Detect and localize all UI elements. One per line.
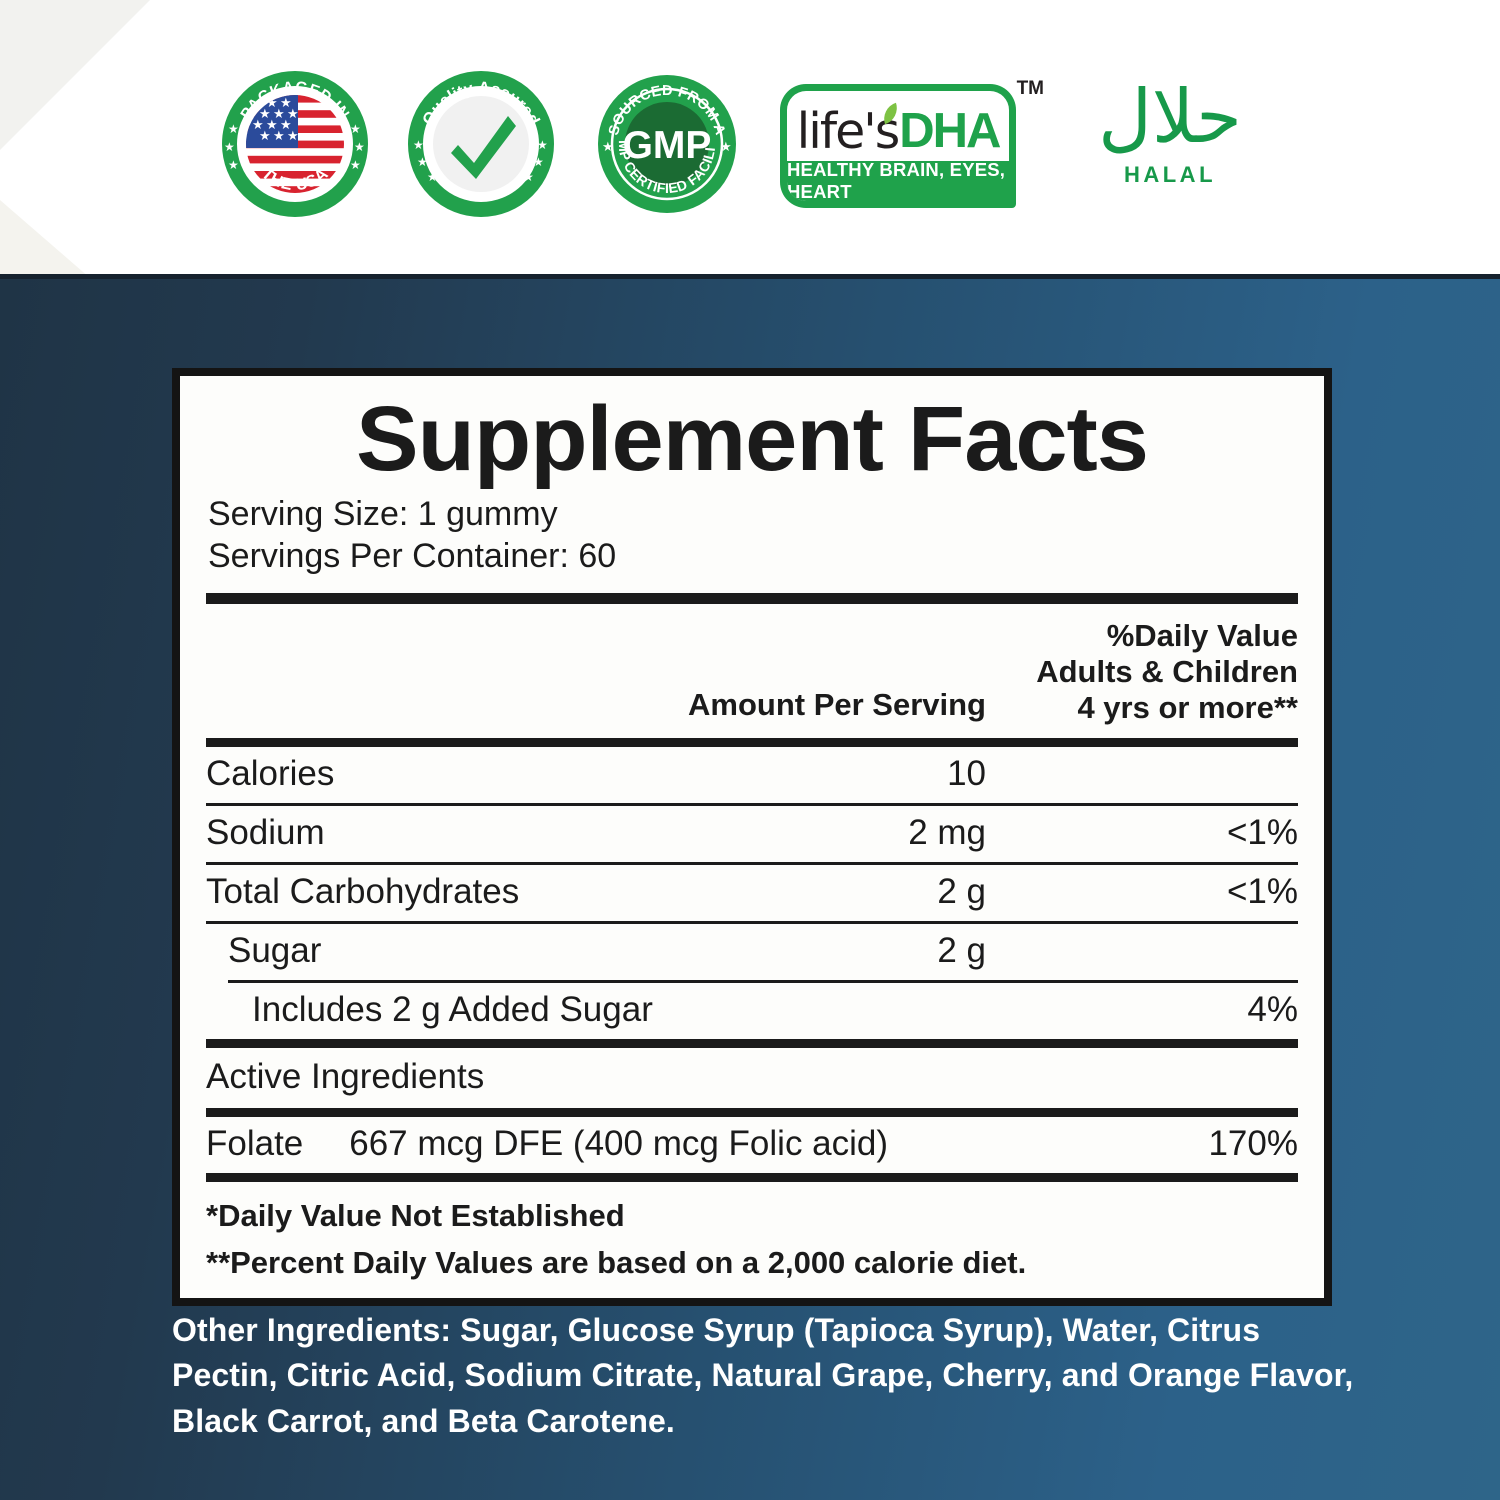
servings-per-container: Servings Per Container: 60 — [208, 536, 617, 575]
daily-value-header-line2: Adults & Children — [1036, 654, 1298, 690]
table-row: Sugar 2 g — [206, 924, 1298, 980]
svg-text:★: ★ — [280, 95, 292, 110]
footnote-daily-value-not-established: *Daily Value Not Established — [206, 1197, 625, 1233]
svg-text:★: ★ — [533, 155, 544, 169]
nutrient-dv: 170% — [1208, 1123, 1298, 1163]
trademark-symbol: TM — [1016, 78, 1044, 99]
svg-text:★: ★ — [350, 158, 361, 172]
divider-above-active — [206, 1038, 1298, 1048]
svg-text:★: ★ — [523, 170, 534, 184]
svg-text:★: ★ — [228, 122, 239, 136]
other-ingredients-text: Sugar, Glucose Syrup (Tapioca Syrup), Wa… — [172, 1312, 1354, 1439]
dha-tagline: HEALTHY BRAIN, EYES, HEART — [787, 159, 1006, 202]
svg-text:★: ★ — [228, 158, 239, 172]
daily-value-header-line1: %Daily Value — [1106, 618, 1298, 654]
svg-text:★: ★ — [413, 138, 424, 152]
nutrient-amount: 667 mcg DFE (400 mcg Folic acid) — [349, 1123, 889, 1163]
svg-text:★: ★ — [224, 140, 235, 154]
nutrient-dv: <1% — [1226, 871, 1298, 911]
divider-below-active-header — [206, 1107, 1298, 1117]
halal-arabic-script: حلال — [1098, 74, 1242, 160]
packaged-in-usa-icon: ★ ★ ★ ★ ★ ★ ★ ★ ★ ★ ★ ★ PACKAGED IN THE USA ★ ★ ★ — [222, 71, 368, 217]
svg-text:★: ★ — [287, 106, 299, 121]
svg-text:★: ★ — [266, 117, 278, 132]
nutrient-name: Sugar — [228, 930, 322, 970]
dha-tagline-bar: HEALTHY BRAIN, EYES, HEART — [787, 159, 1009, 202]
row-divider — [206, 802, 1298, 806]
quality-assured-badge: Quality Assured ★ ★ ★ ★ ★ ★ — [408, 71, 554, 217]
daily-value-header-line3: 4 yrs or more** — [1077, 690, 1298, 725]
svg-text:★: ★ — [720, 139, 732, 154]
lifes-dha-badge: TM life's DHA HEALTHY BRAIN, EYES, HEART — [780, 78, 1044, 208]
nutrient-amount: 10 — [947, 753, 986, 793]
svg-text:★: ★ — [273, 106, 285, 121]
other-ingredients-block: Other Ingredients: Sugar, Glucose Syrup … — [172, 1308, 1362, 1444]
row-divider — [228, 979, 1298, 983]
table-row: Includes 2 g Added Sugar 4% — [206, 983, 1298, 1039]
serving-size: Serving Size: 1 gummy — [208, 495, 558, 534]
table-row: Folate 667 mcg DFE (400 mcg Folic acid) … — [206, 1117, 1298, 1173]
table-column-headers: Amount Per Serving %Daily Value Adults &… — [206, 604, 1298, 738]
svg-text:★: ★ — [259, 128, 271, 143]
nutrient-name: Total Carbohydrates — [206, 871, 520, 911]
svg-text:★: ★ — [273, 128, 285, 143]
quality-assured-icon: Quality Assured ★ ★ ★ ★ ★ ★ — [408, 71, 554, 217]
halal-badge: حلال HALAL — [1082, 78, 1258, 210]
svg-text:★: ★ — [417, 155, 428, 169]
footnote-percent-daily-values: **Percent Daily Values are based on a 2,… — [206, 1244, 1027, 1280]
svg-text:GMP: GMP — [623, 124, 712, 167]
packaged-in-usa-badge: ★ ★ ★ ★ ★ ★ ★ ★ ★ ★ ★ ★ PACKAGED IN THE USA ★ ★ ★ — [222, 71, 368, 217]
svg-text:★: ★ — [537, 138, 548, 152]
active-ingredients-header: Active Ingredients — [206, 1056, 485, 1096]
header-divider — [0, 274, 1500, 279]
nutrient-dv: <1% — [1226, 812, 1298, 852]
daily-value-header: %Daily Value Adults & Children 4 yrs or … — [986, 618, 1298, 726]
nutrient-dv: 4% — [1247, 989, 1298, 1029]
halal-label: HALAL — [1123, 162, 1217, 187]
table-row: Total Carbohydrates 2 g <1% — [206, 865, 1298, 921]
gmp-certified-badge: SOURCED FROM A GMP CERTIFIED FACILITY GM… — [594, 71, 740, 217]
supplement-facts-panel: Supplement Facts Serving Size: 1 gummy S… — [172, 368, 1332, 1307]
svg-text:★: ★ — [354, 140, 365, 154]
gmp-certified-icon: SOURCED FROM A GMP CERTIFIED FACILITY GM… — [594, 71, 740, 217]
nutrient-amount: 2 g — [937, 871, 986, 911]
lifes-wordmark: life's — [796, 102, 901, 160]
divider-above-footnotes — [206, 1172, 1298, 1182]
lifes-dha-logo: life's DHA HEALTHY BRAIN, EYES, HEART — [780, 84, 1016, 208]
svg-text:★: ★ — [427, 170, 438, 184]
amount-per-serving-header: Amount Per Serving — [688, 686, 986, 722]
svg-text:★: ★ — [287, 128, 299, 143]
dha-wordmark: DHA — [899, 103, 1001, 158]
table-row: Calories 10 — [206, 747, 1298, 803]
certification-badges: ★ ★ ★ ★ ★ ★ ★ ★ ★ ★ ★ ★ PACKAGED IN THE USA ★ ★ ★ — [0, 54, 1500, 234]
nutrient-name: Calories — [206, 753, 335, 793]
svg-text:★: ★ — [266, 95, 278, 110]
nutrient-name: Includes 2 g Added Sugar — [252, 989, 653, 1029]
nutrient-name: Sodium — [206, 812, 325, 852]
svg-text:★: ★ — [280, 117, 292, 132]
svg-text:★: ★ — [602, 139, 614, 154]
other-ingredients-label: Other Ingredients: — [172, 1312, 452, 1348]
row-divider — [206, 861, 1298, 865]
header-spacer — [206, 618, 656, 726]
row-divider — [206, 920, 1298, 924]
table-row: Sodium 2 mg <1% — [206, 806, 1298, 862]
nutrient-amount: 2 g — [937, 930, 986, 970]
svg-text:★: ★ — [259, 106, 271, 121]
nutrient-name: Folate — [206, 1123, 304, 1163]
divider-below-headers — [206, 737, 1298, 747]
svg-text:★: ★ — [350, 122, 361, 136]
divider-thick-top — [206, 593, 1298, 605]
svg-text:★: ★ — [252, 117, 264, 132]
nutrient-amount: 2 mg — [908, 812, 986, 852]
supplement-facts-title: Supplement Facts — [356, 388, 1149, 490]
